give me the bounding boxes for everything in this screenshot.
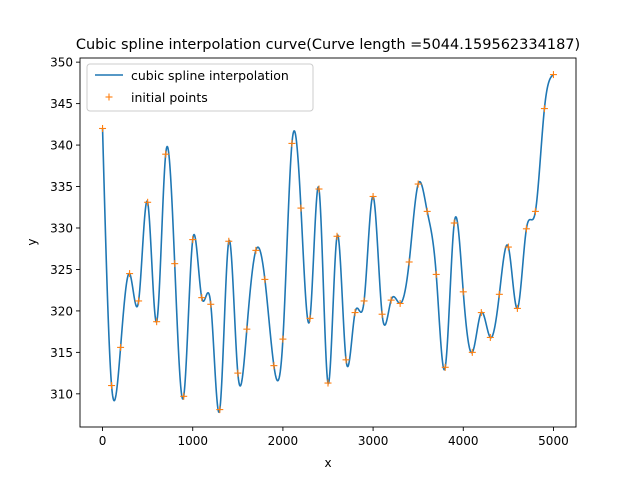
- data-point: [459, 288, 467, 296]
- data-point: [126, 270, 134, 278]
- data-point: [432, 270, 440, 278]
- legend-box: [86, 63, 314, 112]
- x-tick-label: 2000: [268, 434, 299, 448]
- data-point: [324, 379, 332, 387]
- data-point: [117, 343, 125, 351]
- data-point: [522, 225, 530, 233]
- data-point: [99, 124, 107, 132]
- data-point: [405, 258, 413, 266]
- chart-title: Cubic spline interpolation curve(Curve l…: [76, 37, 580, 53]
- legend-label-points: initial points: [131, 90, 208, 105]
- legend-plus-marker: [105, 93, 113, 101]
- x-tick-label: 5000: [538, 434, 569, 448]
- data-point: [369, 192, 377, 200]
- y-tick-label: 330: [50, 221, 73, 235]
- legend-plus-swatch: [105, 93, 113, 101]
- y-tick-label: 315: [50, 346, 73, 360]
- data-point: [207, 300, 215, 308]
- data-point: [153, 318, 161, 326]
- data-point: [180, 392, 188, 400]
- x-tick-label: 3000: [358, 434, 389, 448]
- data-point: [171, 260, 179, 268]
- data-point: [162, 150, 170, 158]
- y-tick-label: 335: [50, 180, 73, 194]
- y-tick-label: 310: [50, 387, 73, 401]
- data-point: [414, 180, 422, 188]
- data-point: [144, 198, 152, 206]
- data-point: [477, 309, 485, 317]
- data-point: [279, 335, 287, 343]
- y-axis: 310 315 320 325 330 335 340 345 350: [50, 56, 80, 401]
- data-point: [261, 275, 269, 283]
- plot-area: [79, 57, 577, 428]
- data-point: [351, 309, 359, 317]
- data-point: [288, 139, 296, 147]
- data-point: [234, 369, 242, 377]
- data-point: [450, 219, 458, 227]
- legend-label-spline: cubic spline interpolation: [131, 68, 289, 83]
- data-point: [135, 297, 143, 305]
- legend: cubic spline interpolation initial point…: [86, 63, 314, 112]
- data-point: [441, 363, 449, 371]
- data-point: [108, 382, 116, 390]
- data-point: [198, 294, 206, 302]
- data-point: [216, 406, 224, 414]
- data-point: [243, 325, 251, 333]
- y-tick-label: 325: [50, 263, 73, 277]
- data-point: [486, 333, 494, 341]
- data-point: [189, 236, 197, 244]
- data-point: [306, 314, 314, 322]
- data-point: [225, 237, 233, 245]
- data-point: [378, 310, 386, 318]
- x-axis: 0 1000 2000 3000 4000 5000: [99, 427, 569, 448]
- data-point: [333, 232, 341, 240]
- y-tick-label: 350: [50, 56, 73, 70]
- data-point: [468, 348, 476, 356]
- data-point: [342, 356, 350, 364]
- data-point: [540, 105, 548, 113]
- data-point: [396, 299, 404, 307]
- y-tick-label: 320: [50, 304, 73, 318]
- data-point: [531, 207, 539, 215]
- x-axis-label: x: [324, 456, 331, 470]
- data-point: [495, 290, 503, 298]
- data-point: [297, 204, 305, 212]
- data-point: [504, 243, 512, 251]
- data-point: [387, 296, 395, 304]
- x-tick-label: 0: [99, 434, 107, 448]
- y-tick-label: 340: [50, 139, 73, 153]
- y-axis-label: y: [25, 238, 39, 245]
- x-tick-label: 4000: [448, 434, 479, 448]
- x-tick-label: 1000: [177, 434, 208, 448]
- data-point: [423, 207, 431, 215]
- data-point: [513, 304, 521, 312]
- plot-frame: [79, 57, 577, 428]
- data-point: [252, 246, 260, 254]
- data-point: [315, 185, 323, 193]
- data-point: [549, 71, 557, 79]
- data-point: [270, 362, 278, 370]
- data-point: [360, 297, 368, 305]
- y-tick-label: 345: [50, 97, 73, 111]
